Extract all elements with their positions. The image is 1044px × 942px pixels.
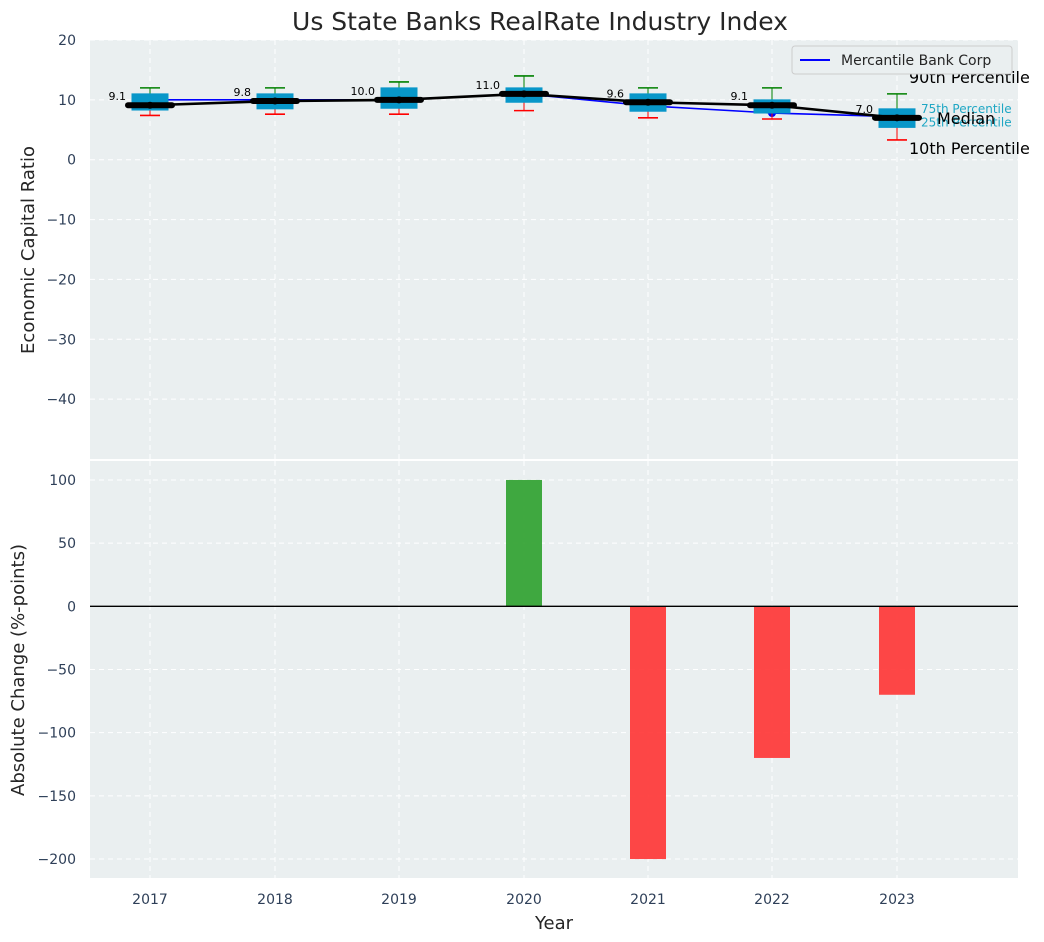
median-value-label: 11.0 <box>476 79 501 92</box>
median-point <box>271 97 279 105</box>
median-value-label: 9.8 <box>234 86 252 99</box>
x-axis-label: Year <box>534 913 574 934</box>
bottom-y-tick-label: 50 <box>58 536 76 552</box>
x-tick-label-2023: 2023 <box>879 892 915 908</box>
top-y-tick-label: −30 <box>46 332 76 348</box>
legend-box <box>791 45 1013 75</box>
top-y-tick-label: 20 <box>58 33 76 49</box>
median-value-label: 9.1 <box>109 90 127 103</box>
legend: Mercantile Bank Corp <box>791 45 1013 75</box>
change-bars <box>506 479 915 860</box>
bottom-y-tick-label: −150 <box>38 789 76 805</box>
top-y-tick-label: 0 <box>67 153 76 169</box>
median-value-label: 7.0 <box>856 103 874 116</box>
median-value-label: 9.1 <box>731 90 749 103</box>
top-y-tick-label: −20 <box>46 272 76 288</box>
bottom-y-tick-label: 100 <box>49 473 76 489</box>
bottom-y-ticks: 100 50 0 −50 −100 −150 −200 <box>38 473 76 868</box>
median-value-label: 10.0 <box>351 85 376 98</box>
top-y-tick-label: 10 <box>58 93 76 109</box>
median-point <box>395 96 403 104</box>
top-y-ticks: 20 10 0 −10 −20 −30 −40 <box>46 33 76 408</box>
x-tick-label-2018: 2018 <box>257 892 293 908</box>
annotation-median: Median <box>937 109 995 128</box>
x-tick-label-2021: 2021 <box>630 892 666 908</box>
x-tick-label-2019: 2019 <box>381 892 417 908</box>
bottom-y-axis-label: Absolute Change (%-points) <box>8 544 29 796</box>
top-y-tick-label: −10 <box>46 213 76 229</box>
legend-entry-mercantile: Mercantile Bank Corp <box>841 53 991 69</box>
x-tick-label-2020: 2020 <box>506 892 542 908</box>
annotation-p10: 10th Percentile <box>909 139 1030 158</box>
change-bar-2023 <box>879 606 915 695</box>
bottom-y-tick-label: 0 <box>67 599 76 615</box>
annotation-p25: 25th Percentile <box>921 115 1012 129</box>
change-bar-2021 <box>630 606 666 860</box>
top-grid <box>90 39 1018 459</box>
median-point <box>644 98 652 106</box>
change-bar-2020 <box>506 479 542 607</box>
chart-title: Us State Banks RealRate Industry Index <box>292 7 788 36</box>
bottom-y-tick-label: −200 <box>38 852 76 868</box>
median-point <box>768 101 776 109</box>
top-panel: 20 10 0 −10 −20 −30 −40 9.1 9.8 10.0 11.0 9.6 9.1 7.… <box>18 33 1030 459</box>
top-y-axis-label: Economic Capital Ratio <box>18 146 39 354</box>
annotation-p75: 75th Percentile <box>921 102 1012 116</box>
top-y-tick-label: −40 <box>46 392 76 408</box>
change-bar-2022 <box>754 606 790 758</box>
x-tick-label-2022: 2022 <box>754 892 790 908</box>
median-point <box>520 90 528 98</box>
x-ticks: 2017 2018 2019 2020 2021 2022 2023 <box>132 892 915 908</box>
x-tick-label-2017: 2017 <box>132 892 168 908</box>
bottom-y-tick-label: −50 <box>46 663 76 679</box>
top-panel-background <box>90 40 1018 459</box>
median-value-label: 9.6 <box>607 87 625 100</box>
median-point <box>893 114 901 122</box>
median-point <box>146 101 154 109</box>
bottom-y-tick-label: −100 <box>38 726 76 742</box>
median-trend-layer <box>146 90 901 122</box>
